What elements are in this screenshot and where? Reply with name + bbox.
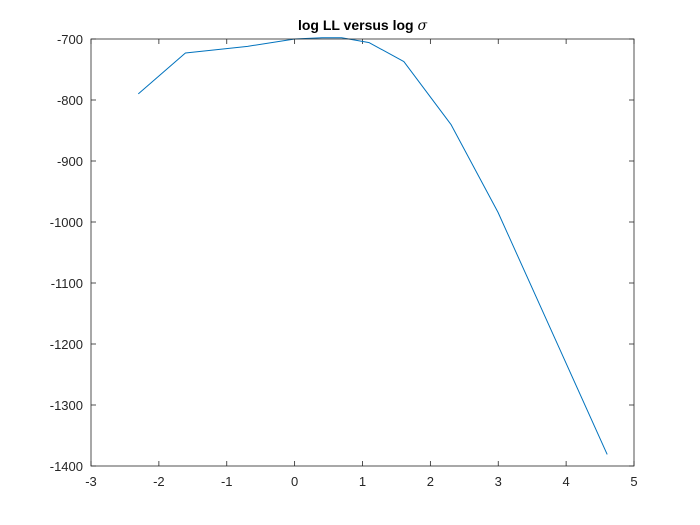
chart-title-text: log LL versus log [298, 17, 418, 33]
x-tick-label: 3 [495, 474, 502, 489]
y-tick-label: -1300 [50, 398, 83, 413]
x-tick-label: 1 [359, 474, 366, 489]
x-tick-label: 2 [427, 474, 434, 489]
y-tick-label: -1400 [50, 459, 83, 474]
x-tick-label: -2 [153, 474, 165, 489]
x-tick-label: 0 [291, 474, 298, 489]
plot-background [91, 39, 634, 466]
y-tick-label: -1100 [51, 276, 83, 291]
chart-title-symbol: σ [417, 18, 427, 34]
series-layer [137, 37, 608, 455]
y-tick-label: -1000 [50, 215, 83, 230]
y-tick-label: -700 [57, 32, 83, 47]
y-tick-label: -800 [57, 93, 83, 108]
x-tick-label: -3 [85, 474, 97, 489]
x-tick-label: 4 [563, 474, 570, 489]
y-tick-label: -900 [57, 154, 83, 169]
x-tick-label: 5 [630, 474, 637, 489]
chart-title: log LL versus log σ [298, 17, 428, 34]
axis-tick-labels: -3 -2 -1 0 1 2 3 4 5 -700 -800 -900 -1000 -1100 -1200 -… [50, 32, 638, 489]
x-tick-label: -1 [221, 474, 233, 489]
plot-frame [90, 38, 635, 467]
series-line-0 [137, 37, 608, 455]
y-tick-label: -1200 [50, 337, 83, 352]
